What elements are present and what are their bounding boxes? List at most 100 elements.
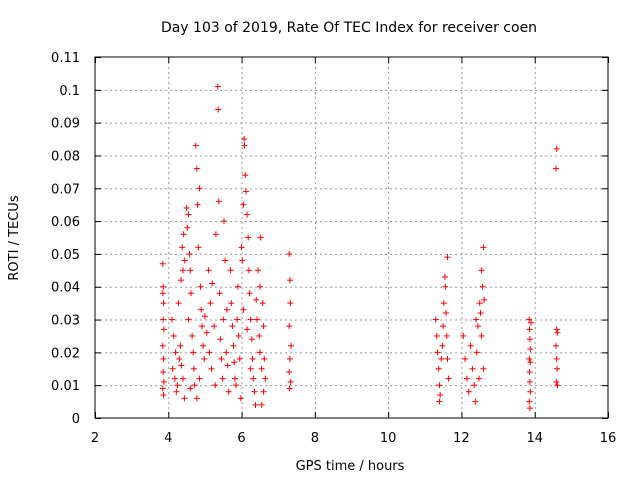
data-point <box>476 375 483 382</box>
data-point <box>436 398 443 405</box>
y-axis-label: ROTI / TECUs <box>7 195 22 280</box>
x-tick-label: 14 <box>526 431 543 446</box>
x-tick-label: 2 <box>91 431 99 446</box>
data-point <box>188 290 195 297</box>
data-point <box>179 244 186 251</box>
data-point <box>200 342 207 349</box>
data-point <box>469 365 476 372</box>
data-point <box>526 355 533 362</box>
data-point <box>196 375 203 382</box>
data-point <box>173 388 180 395</box>
x-tick-label: 4 <box>164 431 172 446</box>
data-point <box>473 316 480 323</box>
data-point <box>170 332 177 339</box>
data-point <box>465 388 472 395</box>
data-point <box>286 369 293 376</box>
data-point <box>178 277 185 284</box>
data-point <box>171 375 178 382</box>
data-point <box>528 319 535 326</box>
data-point <box>160 326 167 333</box>
data-point <box>481 296 488 303</box>
data-point <box>159 385 166 392</box>
data-point <box>527 359 534 366</box>
data-point <box>432 316 439 323</box>
y-tick-label: 0.02 <box>51 346 80 361</box>
data-point <box>159 290 166 297</box>
data-point <box>191 382 198 389</box>
data-point <box>440 300 447 307</box>
y-tick-label: 0.11 <box>51 51 80 66</box>
data-point <box>220 218 227 225</box>
data-point <box>436 382 443 389</box>
data-point <box>228 300 235 307</box>
data-point <box>189 332 196 339</box>
y-tick-label: 0.1 <box>59 84 80 99</box>
data-point <box>247 365 254 372</box>
data-point <box>208 365 215 372</box>
data-point <box>527 388 534 395</box>
data-point <box>478 332 485 339</box>
data-point <box>223 349 230 356</box>
chart-title: Day 103 of 2019, Rate Of TEC Index for r… <box>161 20 537 36</box>
data-point <box>256 349 263 356</box>
data-point <box>215 198 222 205</box>
data-point <box>222 257 229 264</box>
data-point <box>220 316 227 323</box>
data-point <box>175 300 182 307</box>
data-point <box>207 300 214 307</box>
data-point <box>219 375 226 382</box>
data-point <box>217 336 224 343</box>
data-point <box>258 365 265 372</box>
data-point <box>160 283 167 290</box>
data-point <box>526 369 533 376</box>
data-point <box>552 165 559 172</box>
data-point <box>231 359 238 366</box>
data-point <box>160 316 167 323</box>
data-point <box>193 395 200 402</box>
data-point <box>192 142 199 149</box>
axis-ticks <box>95 57 609 419</box>
data-point <box>476 300 483 307</box>
data-point <box>553 145 560 152</box>
data-point <box>471 382 478 389</box>
data-point <box>477 309 484 316</box>
y-tick-label: 0.05 <box>51 248 80 263</box>
data-point <box>185 211 192 218</box>
y-tick-label: 0.09 <box>51 117 80 132</box>
data-point <box>286 355 293 362</box>
data-point <box>218 355 225 362</box>
data-point <box>197 283 204 290</box>
data-point <box>241 142 248 149</box>
data-point <box>463 375 470 382</box>
data-point <box>253 316 260 323</box>
y-tick-label: 0.08 <box>51 149 80 164</box>
data-point <box>235 332 242 339</box>
data-point <box>256 283 263 290</box>
data-point <box>467 342 474 349</box>
data-point <box>230 342 237 349</box>
data-point <box>196 185 203 192</box>
data-point <box>185 316 192 323</box>
data-point <box>198 323 205 330</box>
data-point <box>245 267 252 274</box>
data-point <box>478 267 485 274</box>
data-point <box>242 188 249 195</box>
data-point <box>224 362 231 369</box>
data-point <box>187 385 194 392</box>
data-point <box>287 300 294 307</box>
data-point <box>253 296 260 303</box>
data-point <box>554 365 561 372</box>
data-point <box>201 355 208 362</box>
data-point <box>194 201 201 208</box>
data-point <box>244 326 251 333</box>
data-point <box>526 326 533 333</box>
data-point <box>186 250 193 257</box>
plot-frame <box>94 56 609 419</box>
data-point <box>174 382 181 389</box>
data-point <box>209 280 216 287</box>
data-point <box>216 290 223 297</box>
data-point <box>437 392 444 399</box>
data-point <box>223 306 230 313</box>
data-point <box>160 378 167 385</box>
data-point <box>187 267 194 274</box>
